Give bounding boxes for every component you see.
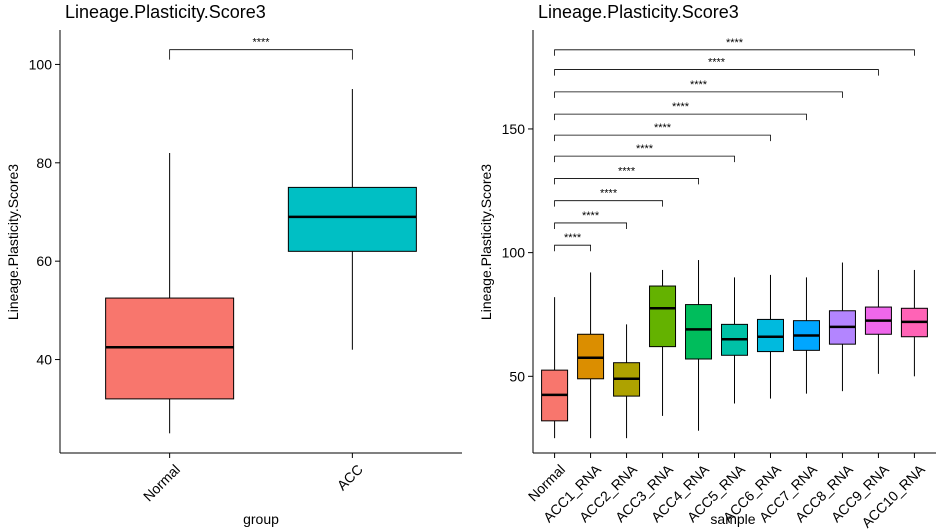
significance-label: **** [252, 37, 270, 49]
box-ACC9_RNA [864, 269, 892, 374]
y-tick-label: 40 [36, 352, 52, 368]
box-ACC3_RNA [649, 269, 677, 416]
y-tick-label: 100 [502, 245, 526, 261]
right-panel: Lineage.Plasticity.Score3 sample Lineage… [478, 2, 936, 531]
right-x-axis-label: sample [710, 511, 755, 527]
bracket-line [554, 222, 627, 229]
significance-bracket: **** [554, 57, 879, 76]
box-ACC8_RNA [828, 262, 856, 392]
bracket-line [554, 134, 771, 142]
right-y-axis-label: Lineage.Plasticity.Score3 [478, 164, 494, 320]
significance-bracket: **** [554, 188, 663, 207]
box-body [649, 285, 677, 348]
box-ACC1_RNA [577, 272, 605, 439]
bracket-line [554, 155, 735, 163]
box-body [287, 186, 417, 252]
significance-label: **** [582, 210, 600, 222]
bracket-line [554, 200, 663, 207]
bracket-line [554, 91, 843, 98]
bracket-line [554, 178, 699, 185]
box-ACC [287, 89, 417, 350]
left-chart-title: Lineage.Plasticity.Score3 [65, 2, 266, 22]
box-ACC4_RNA [685, 260, 713, 431]
bracket-line [554, 113, 807, 121]
significance-label: **** [726, 37, 744, 49]
significance-label: **** [654, 122, 672, 134]
x-tick-label: ACC [334, 461, 366, 493]
bracket-line [554, 244, 591, 252]
y-tick-label: 50 [509, 368, 525, 384]
left-x-axis-label: group [243, 511, 279, 527]
x-tick-label: ACC10_RNA [858, 461, 928, 531]
box-ACC2_RNA [613, 324, 641, 439]
significance-label: **** [636, 143, 654, 155]
significance-bracket: **** [554, 143, 735, 163]
y-tick-label: 150 [502, 121, 526, 137]
significance-bracket: **** [169, 37, 353, 60]
significance-bracket: **** [554, 232, 591, 252]
significance-label: **** [564, 232, 582, 244]
left-y-axis-label: Lineage.Plasticity.Score3 [5, 164, 21, 320]
significance-bracket: **** [554, 101, 807, 121]
bracket-line [554, 69, 879, 76]
significance-label: **** [672, 101, 690, 113]
significance-label: **** [690, 79, 708, 91]
box-ACC6_RNA [756, 274, 784, 399]
significance-bracket: **** [554, 79, 843, 98]
box-ACC7_RNA [792, 277, 820, 394]
box-body [685, 304, 713, 360]
left-panel: Lineage.Plasticity.Score3 group Lineage.… [5, 2, 462, 527]
significance-bracket: **** [554, 165, 699, 185]
box-ACC5_RNA [721, 277, 748, 404]
significance-label: **** [708, 57, 726, 69]
box-ACC10_RNA [900, 269, 928, 377]
right-chart-title: Lineage.Plasticity.Score3 [538, 2, 739, 22]
significance-bracket: **** [554, 37, 915, 56]
y-tick-label: 100 [29, 56, 53, 72]
box-Normal [541, 297, 569, 439]
significance-label: **** [618, 165, 636, 177]
bracket-line [554, 49, 915, 56]
significance-label: **** [600, 188, 618, 200]
x-tick-label: Normal [140, 461, 183, 504]
box-Normal [105, 152, 235, 434]
y-tick-label: 80 [36, 155, 52, 171]
y-tick-label: 60 [36, 253, 52, 269]
bracket-line [169, 49, 353, 60]
significance-bracket: **** [554, 122, 771, 142]
significance-bracket: **** [554, 210, 627, 229]
